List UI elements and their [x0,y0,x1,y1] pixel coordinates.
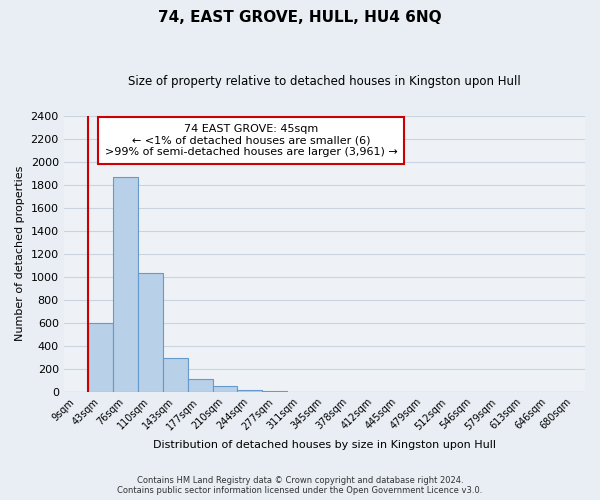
Text: 74, EAST GROVE, HULL, HU4 6NQ: 74, EAST GROVE, HULL, HU4 6NQ [158,10,442,25]
Text: 74 EAST GROVE: 45sqm
← <1% of detached houses are smaller (6)
>99% of semi-detac: 74 EAST GROVE: 45sqm ← <1% of detached h… [105,124,398,157]
Y-axis label: Number of detached properties: Number of detached properties [15,166,25,342]
Bar [113,176,138,392]
Bar [138,273,163,392]
Bar [88,322,113,392]
X-axis label: Distribution of detached houses by size in Kingston upon Hull: Distribution of detached houses by size … [153,440,496,450]
Bar [163,358,188,392]
Bar [238,390,262,392]
Bar [262,391,287,392]
Bar [188,379,212,392]
Title: Size of property relative to detached houses in Kingston upon Hull: Size of property relative to detached ho… [128,75,521,88]
Bar [212,386,238,392]
Text: Contains HM Land Registry data © Crown copyright and database right 2024.
Contai: Contains HM Land Registry data © Crown c… [118,476,482,495]
